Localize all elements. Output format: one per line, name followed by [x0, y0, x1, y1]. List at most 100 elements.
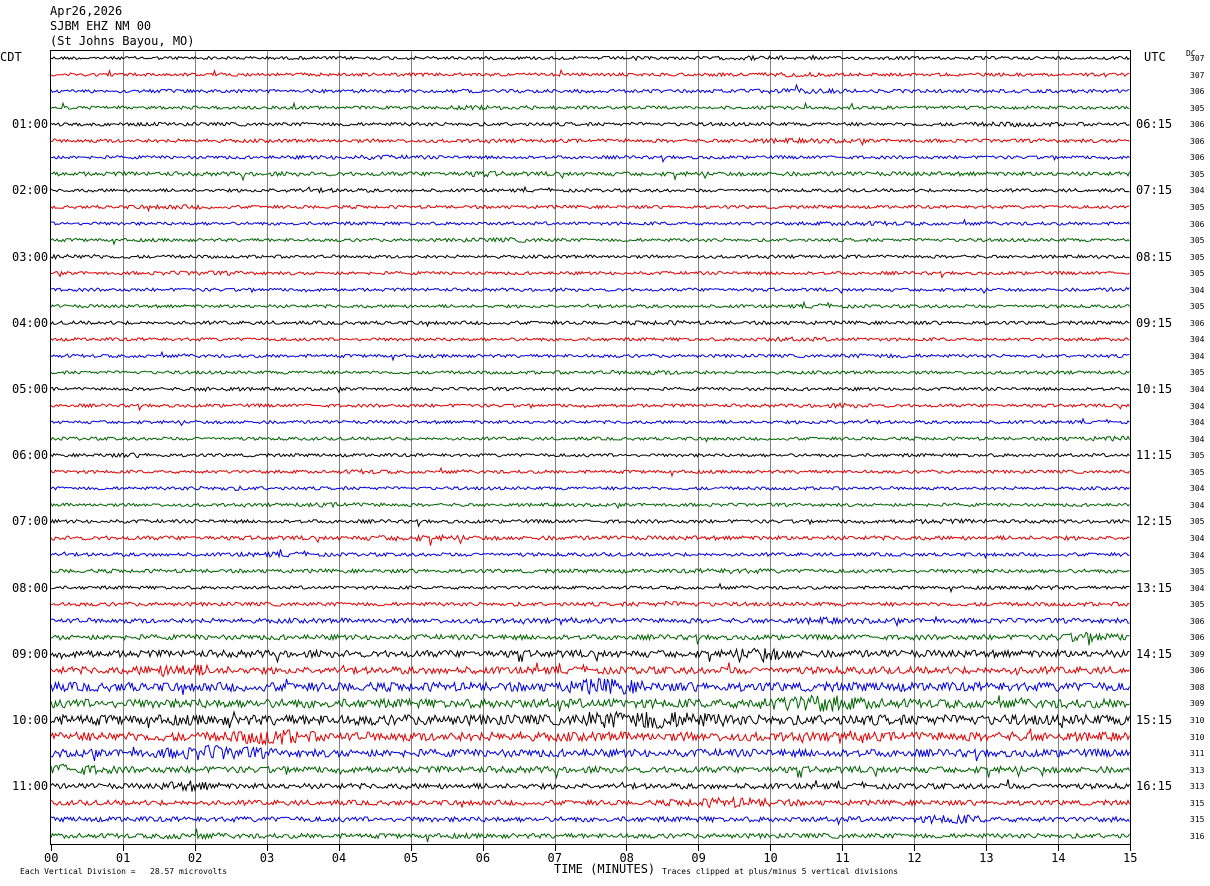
trace-row-37	[50, 647, 1130, 664]
dc-value: 304	[1190, 351, 1205, 361]
trace-row-11	[50, 218, 1130, 227]
right-hour-label: 07:15	[1136, 183, 1173, 198]
right-hour-label: 14:15	[1136, 646, 1173, 661]
dc-value: 309	[1190, 699, 1205, 709]
dc-value: 305	[1190, 269, 1205, 279]
trace-row-33	[50, 582, 1130, 594]
trace-row-20	[50, 369, 1130, 376]
dc-value: 304	[1190, 285, 1205, 295]
scale-note: Each Vertical Division = 28.57 microvolt…	[20, 867, 228, 876]
dc-value: 304	[1190, 434, 1205, 444]
dc-value: 313	[1190, 782, 1205, 792]
minute-grid	[123, 51, 1059, 844]
x-tick-label-15: 15	[1123, 851, 1138, 865]
right-hour-label: 13:15	[1136, 580, 1173, 595]
dc-value: 305	[1190, 517, 1205, 527]
trace-row-34	[50, 600, 1130, 608]
x-tick-label-03: 03	[259, 851, 275, 865]
trace-row-48	[50, 828, 1130, 843]
trace-row-12	[50, 236, 1130, 246]
dc-value: 310	[1190, 732, 1205, 742]
trace-row-15	[50, 286, 1130, 294]
trace-row-39	[50, 677, 1130, 695]
trace-row-3	[50, 83, 1130, 95]
dc-value: 308	[1190, 682, 1205, 692]
dc-value: 304	[1190, 186, 1205, 196]
trace-row-36	[50, 631, 1130, 646]
right-timezone-label: UTC	[1144, 50, 1166, 64]
dc-value: 304	[1190, 583, 1205, 593]
right-hour-label: 12:15	[1136, 514, 1173, 529]
x-tick-label-05: 05	[403, 851, 419, 865]
trace-row-10	[50, 203, 1130, 213]
trace-row-38	[50, 662, 1130, 678]
trace-row-47	[50, 813, 1130, 827]
dc-value: 306	[1190, 616, 1205, 626]
dc-value: 305	[1190, 451, 1205, 461]
x-tick-label-04: 04	[331, 851, 347, 865]
right-hour-label: 15:15	[1136, 713, 1173, 727]
left-hour-label: 01:00	[12, 117, 49, 132]
dc-value: 304	[1190, 484, 1205, 494]
right-hour-label: 06:15	[1136, 117, 1173, 132]
dc-value: 315	[1190, 798, 1205, 808]
dc-value: 305	[1190, 368, 1205, 378]
trace-row-2	[50, 68, 1130, 78]
station-code: SJBM EHZ NM 00	[50, 19, 152, 33]
trace-row-1	[50, 53, 1130, 62]
dc-value: 307	[1190, 54, 1205, 63]
dc-value: 306	[1190, 633, 1205, 643]
dc-value: 305	[1190, 302, 1205, 312]
right-hour-label: 09:15	[1136, 315, 1173, 330]
trace-row-30	[50, 533, 1130, 546]
trace-row-31	[50, 549, 1130, 560]
trace-row-32	[50, 567, 1130, 575]
station-location: (St Johns Bayou, MO)	[50, 34, 195, 48]
x-tick-label-14: 14	[1051, 851, 1066, 865]
trace-row-45	[50, 779, 1130, 793]
x-tick-label-09: 09	[691, 851, 706, 865]
x-tick-label-06: 06	[475, 851, 491, 865]
x-tick-label-01: 01	[115, 851, 131, 865]
x-tick-label-07: 07	[547, 851, 562, 865]
right-hour-label: 10:15	[1136, 382, 1173, 396]
left-hour-label: 09:00	[12, 646, 49, 661]
x-tick-label-10: 10	[763, 851, 778, 865]
trace-row-21	[50, 386, 1130, 394]
trace-group	[50, 53, 1130, 843]
x-tick-label-12: 12	[907, 851, 922, 865]
x-axis-ticks	[51, 844, 1131, 851]
dc-value: 304	[1190, 385, 1205, 394]
dc-value: 309	[1190, 649, 1205, 659]
left-hour-label: 06:00	[12, 448, 49, 463]
left-hour-label: 11:00	[12, 779, 49, 794]
x-tick-label-00: 00	[44, 851, 59, 865]
dc-value: 304	[1190, 550, 1205, 560]
right-hour-label: 08:15	[1136, 249, 1173, 264]
dc-value: 306	[1190, 136, 1205, 146]
plot-frame	[50, 50, 1131, 845]
trace-row-25	[50, 452, 1130, 459]
left-hour-label: 04:00	[12, 315, 49, 330]
x-axis-title: TIME (MINUTES)	[554, 862, 656, 876]
trace-row-18	[50, 336, 1130, 343]
left-hour-label: 02:00	[12, 183, 49, 198]
x-tick-label-08: 08	[619, 851, 634, 865]
trace-row-46	[50, 795, 1130, 809]
trace-row-27	[50, 485, 1130, 492]
dc-value: 315	[1190, 815, 1205, 825]
dc-value: 305	[1190, 103, 1205, 113]
dc-value: 306	[1190, 153, 1205, 163]
dc-value: 307	[1190, 70, 1205, 80]
trace-row-22	[50, 402, 1130, 412]
trace-row-17	[50, 319, 1130, 328]
plot-date: Apr26,2026	[50, 4, 123, 18]
trace-row-14	[50, 270, 1130, 279]
trace-row-24	[50, 435, 1130, 443]
trace-row-6	[50, 136, 1130, 147]
dc-value: 304	[1190, 401, 1205, 411]
dc-value: 305	[1190, 236, 1205, 246]
left-hour-label: 05:00	[12, 382, 49, 396]
trace-row-43	[51, 744, 1130, 762]
dc-value: 311	[1190, 749, 1205, 759]
